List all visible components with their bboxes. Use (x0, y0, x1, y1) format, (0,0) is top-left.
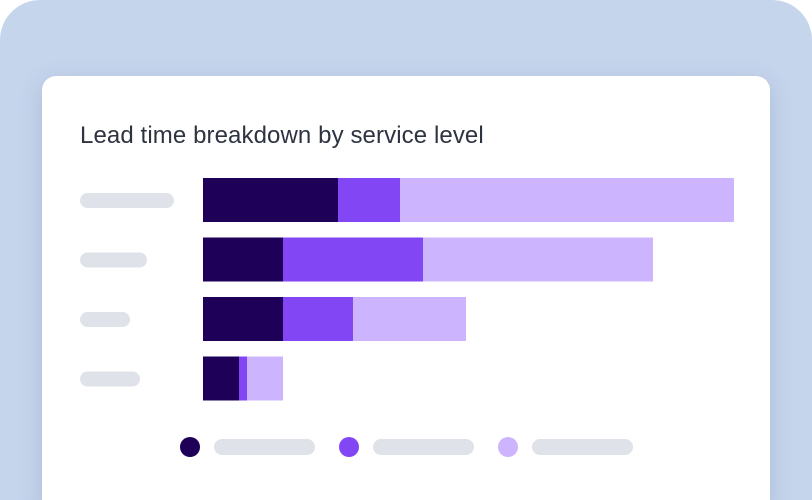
category-label-2 (80, 252, 147, 268)
bar-segment-row4-series2 (239, 356, 247, 401)
bar-segment-row2-series1 (203, 237, 283, 282)
bar-segment-row2-series2 (283, 237, 423, 282)
bar-segment-row4-series1 (203, 356, 239, 401)
category-label-4 (80, 371, 140, 387)
bar-segment-row1-series3 (400, 178, 734, 222)
legend-swatch-3 (498, 437, 518, 457)
chart-legend (180, 436, 657, 458)
legend-label-3 (532, 439, 633, 455)
bar-segment-row1-series2 (338, 178, 400, 222)
legend-item-3 (498, 437, 633, 457)
legend-label-1 (214, 439, 315, 455)
legend-item-2 (339, 437, 474, 457)
legend-label-2 (373, 439, 474, 455)
chart-title: Lead time breakdown by service level (80, 122, 484, 149)
bar-segment-row3-series2 (283, 297, 353, 341)
legend-swatch-1 (180, 437, 200, 457)
legend-swatch-2 (339, 437, 359, 457)
bar-segment-row1-series1 (203, 178, 338, 222)
category-label-1 (80, 193, 174, 208)
bar-segment-row2-series3 (423, 237, 653, 282)
chart-card: Lead time breakdown by service level (42, 76, 770, 500)
bar-segment-row3-series1 (203, 297, 283, 341)
bar-segment-row4-series3 (247, 356, 283, 401)
bar-segment-row3-series3 (353, 297, 466, 341)
chart-plot (80, 178, 734, 401)
legend-item-1 (180, 437, 315, 457)
category-label-3 (80, 312, 130, 327)
